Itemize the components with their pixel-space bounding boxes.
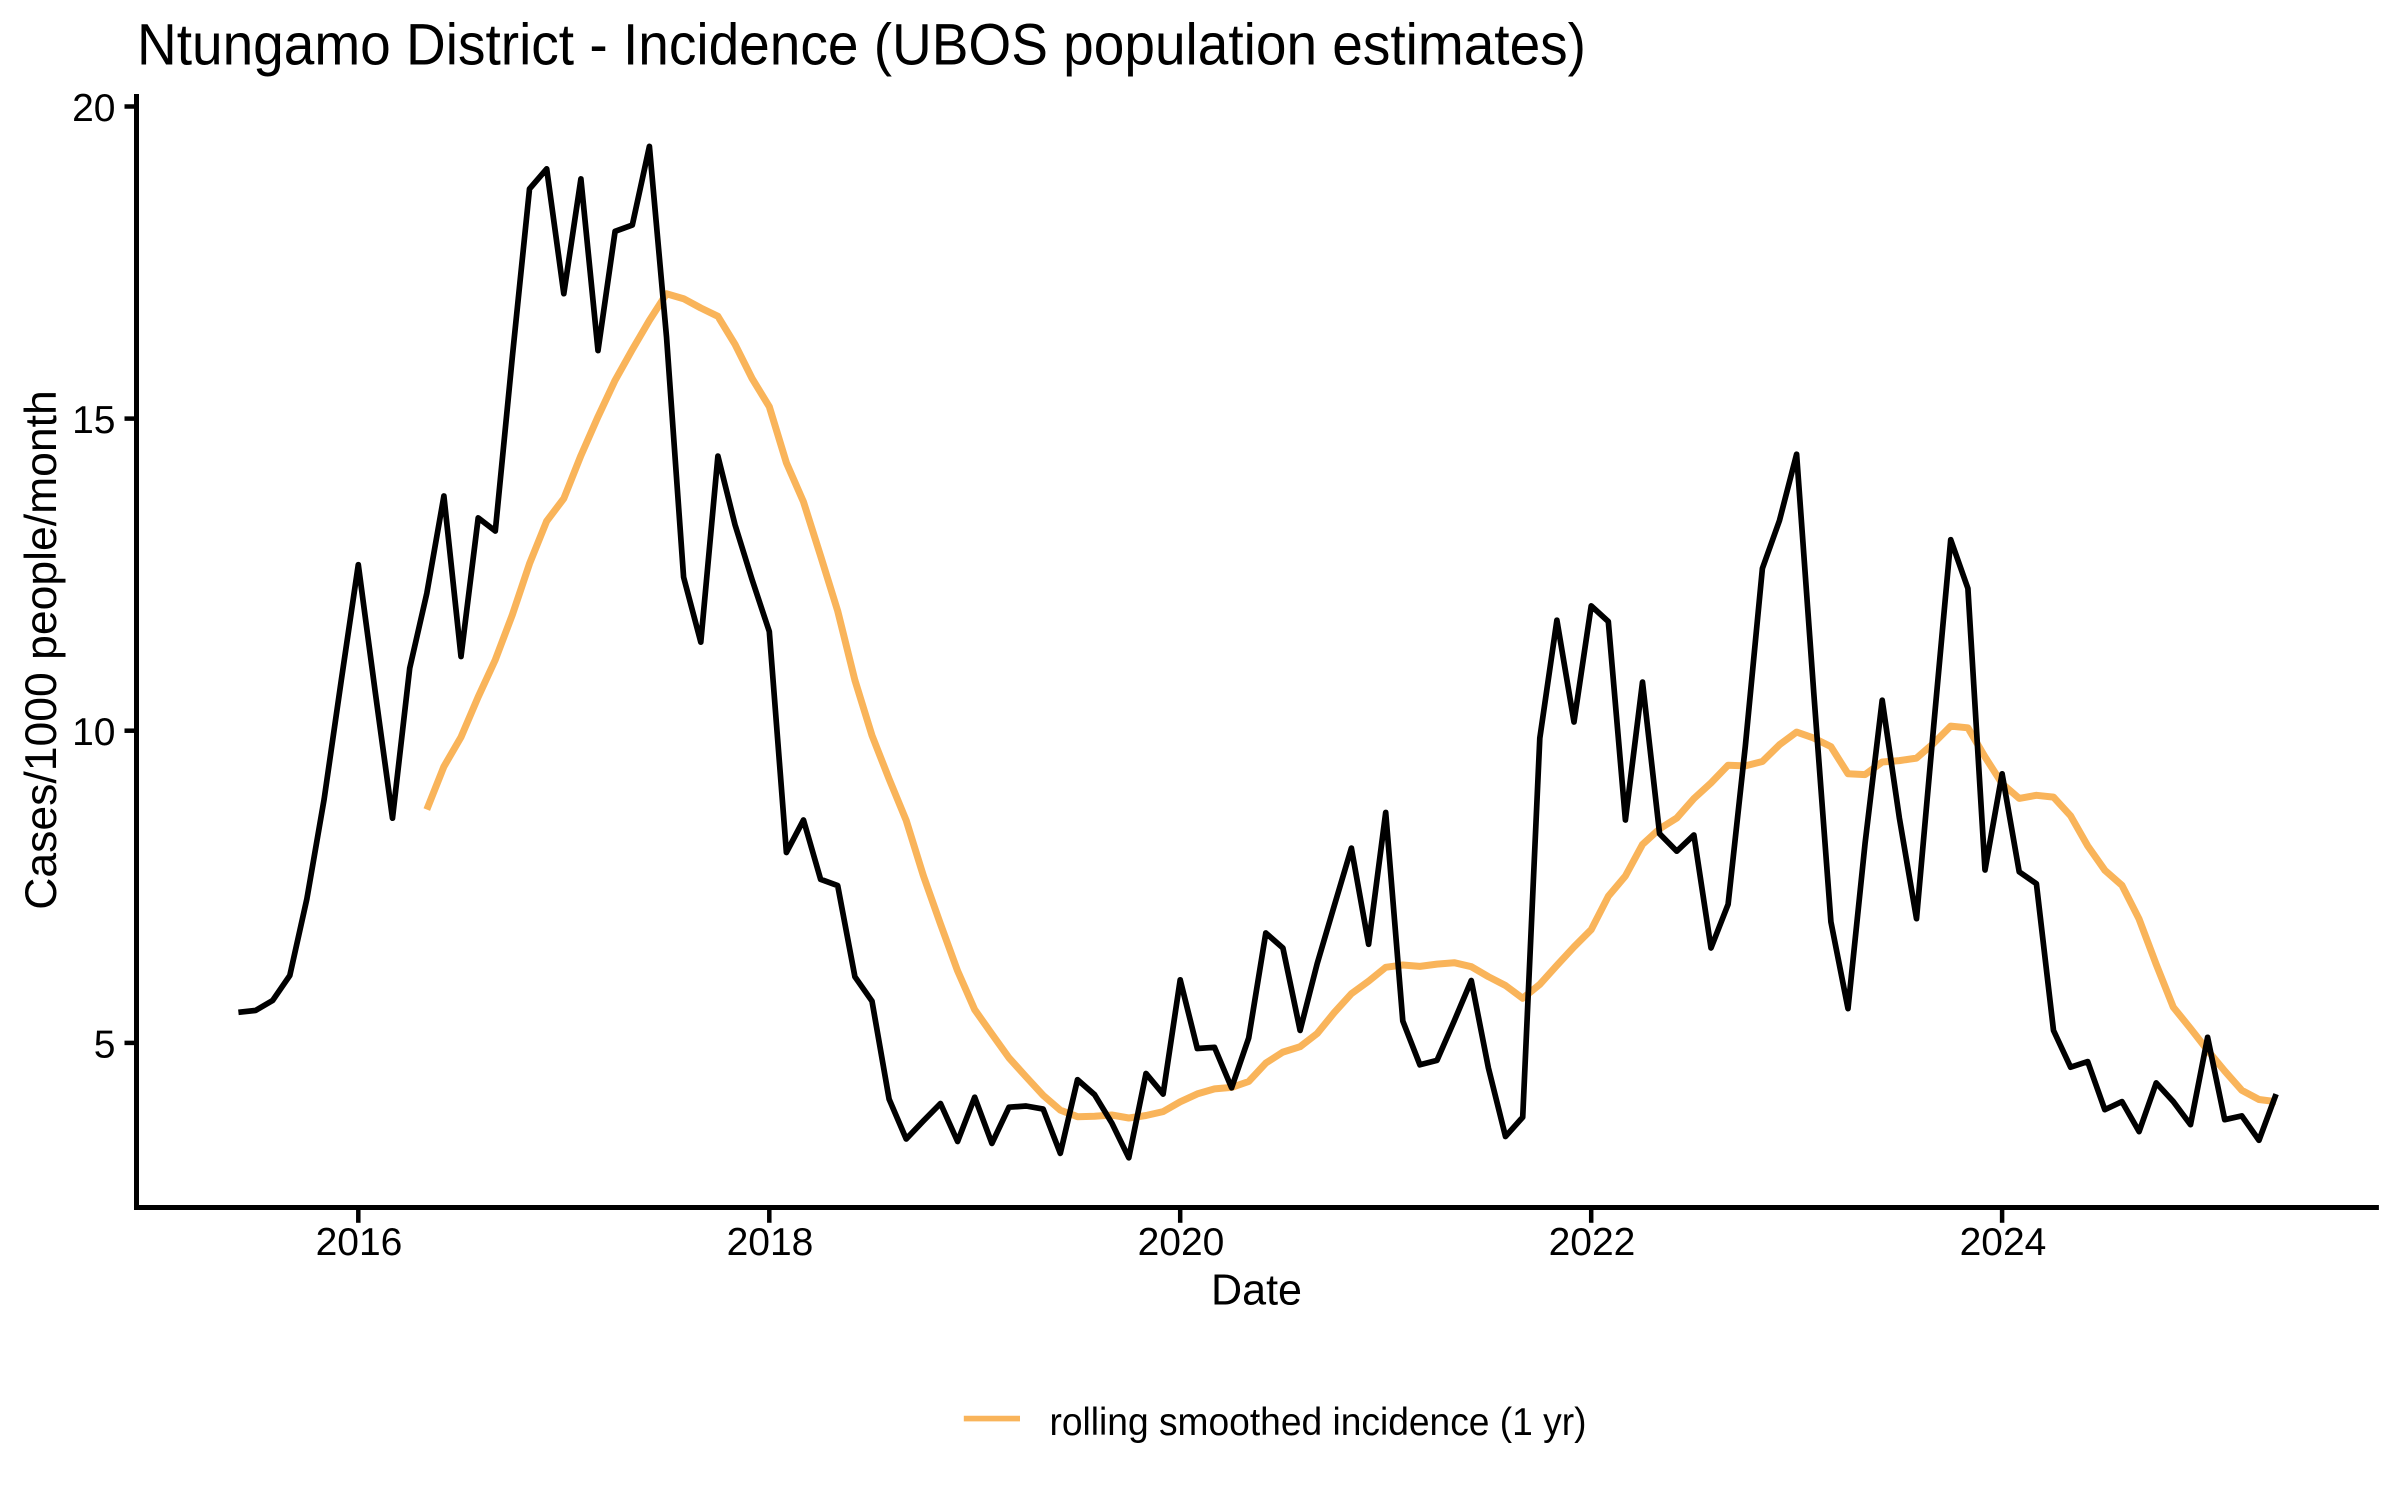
svg-text:2024: 2024 <box>1960 1221 2047 1264</box>
svg-text:rolling smoothed incidence (1: rolling smoothed incidence (1 yr) <box>1050 1401 1587 1444</box>
svg-text:Ntungamo District - Incidence: Ntungamo District - Incidence (UBOS popu… <box>137 13 1586 78</box>
svg-text:5: 5 <box>94 1023 116 1066</box>
svg-text:Date: Date <box>1211 1267 1302 1315</box>
svg-text:15: 15 <box>72 399 115 442</box>
svg-text:2022: 2022 <box>1549 1221 1636 1264</box>
svg-text:10: 10 <box>72 711 115 754</box>
svg-text:2016: 2016 <box>316 1221 403 1264</box>
svg-text:20: 20 <box>72 87 115 130</box>
svg-text:Cases/1000 people/month: Cases/1000 people/month <box>17 390 66 910</box>
svg-text:2018: 2018 <box>727 1221 814 1264</box>
svg-text:2020: 2020 <box>1138 1221 1225 1264</box>
